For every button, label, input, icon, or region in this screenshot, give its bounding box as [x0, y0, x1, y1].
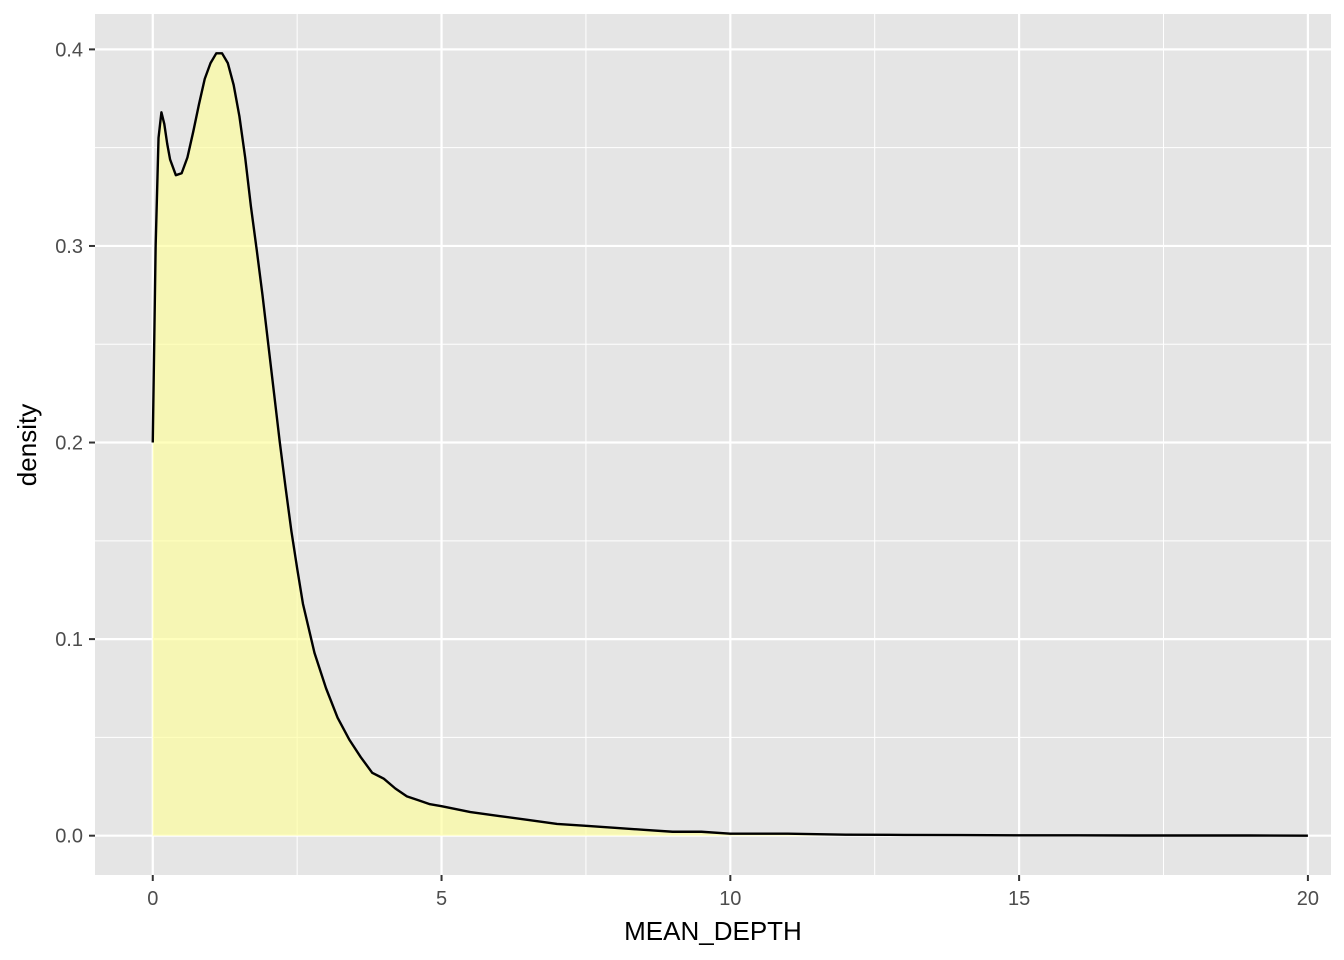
x-tick-label: 15 [1008, 888, 1030, 910]
y-axis: 0.0 0.1 0.2 0.3 0.4 [55, 39, 95, 848]
minor-gridlines [95, 14, 1331, 875]
y-tick-label: 0.4 [55, 39, 83, 61]
density-line [151, 52, 1308, 837]
y-axis-title: density [12, 404, 42, 486]
y-tick-label: 0.2 [55, 433, 83, 455]
x-axis-title: MEAN_DEPTH [624, 916, 802, 946]
x-tick-label: 10 [719, 888, 741, 910]
x-axis: 0 5 10 15 20 [147, 875, 1319, 910]
density-area [152, 53, 1308, 836]
x-tick-label: 5 [436, 888, 447, 910]
x-tick-label: 0 [147, 888, 158, 910]
density-series [151, 52, 1308, 837]
x-tick-label: 20 [1297, 888, 1319, 910]
y-tick-label: 0.3 [55, 236, 83, 258]
major-gridlines [95, 14, 1331, 875]
y-tick-label: 0.1 [55, 629, 83, 651]
y-tick-label: 0.0 [55, 826, 83, 848]
